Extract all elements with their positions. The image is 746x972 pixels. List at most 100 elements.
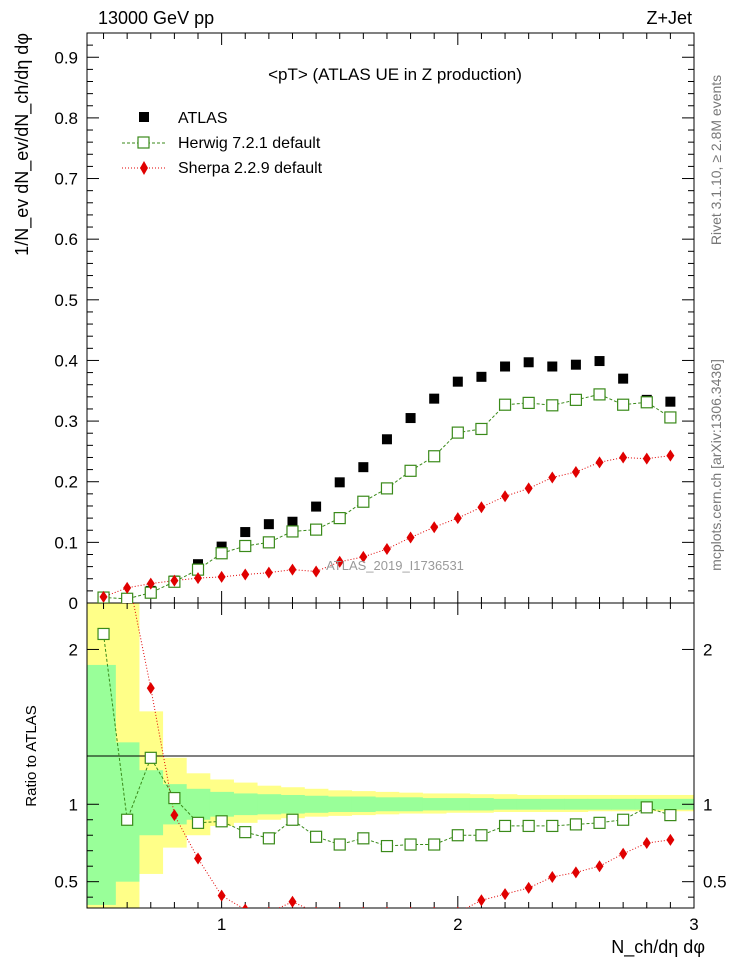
ratio-panel-axes: 1 2 3 0.5 0.5 1 1 2 2 [54,602,727,934]
herwig-marker [262,832,275,845]
main-series [97,356,677,603]
sherpa-marker [406,531,415,544]
legend: ATLAS Herwig 7.2.1 default Sherpa 2.2.9 … [122,110,323,177]
herwig-marker [664,809,677,822]
herwig-marker [617,398,630,411]
herwig-marker [664,411,677,424]
band-inner-bin [280,794,305,814]
legend-label-herwig: Herwig 7.2.1 default [178,135,321,152]
herwig-marker [617,813,630,826]
band-inner-bin [587,798,612,810]
sherpa-marker [619,847,628,860]
band-inner-bin [233,793,258,816]
sherpa-marker [194,852,203,865]
atlas-marker [594,356,605,367]
herwig-marker [357,495,370,508]
sherpa-marker [524,881,533,894]
y-tick-label: 0.1 [54,533,78,552]
herwig-marker [239,826,252,839]
herwig-marker [593,388,606,401]
sherpa-marker [456,906,459,908]
herwig-marker [144,751,157,764]
x-axis-title: N_ch/dη dφ [611,937,705,958]
herwig-marker [215,815,228,828]
herwig-marker [333,838,346,851]
atlas-marker [665,396,676,407]
sherpa-marker [362,906,365,908]
herwig-marker [451,426,464,439]
sherpa-marker [170,809,179,822]
herwig-marker [357,832,370,845]
herwig-marker [380,482,394,495]
herwig-marker [286,525,299,538]
y-tick-label: 0.5 [54,291,78,310]
energy-label: 13000 GeV pp [98,8,214,28]
ratio-series [97,566,677,908]
band-inner-bin [138,770,164,836]
sherpa-marker [501,490,510,503]
sherpa-marker [242,903,249,908]
y-tick-label-right: 2 [703,640,712,659]
y-tick-label: 0.7 [54,170,78,189]
band-inner-bin [540,798,565,810]
sherpa-marker [642,836,651,849]
band-inner-bin [658,798,694,810]
y-tick-label: 0.6 [54,230,78,249]
herwig-marker [404,464,417,477]
herwig-marker [404,838,417,851]
y-tick-label-right: 0.5 [703,873,727,892]
y-tick-label: 0.4 [54,351,78,370]
sherpa-marker [386,906,388,908]
y-tick-label: 0.2 [54,473,78,492]
watermark: ATLAS_2019_I1736531 [326,558,464,573]
band-inner-bin [351,796,376,813]
atlas-marker [476,371,487,382]
y-axis-title-ratio: Ratio to ATLAS [23,705,40,806]
herwig-marker [498,819,512,833]
y-tick-label: 1 [69,795,78,814]
sherpa-marker [123,566,131,578]
herwig-marker [475,422,488,436]
sherpa-marker [524,482,533,495]
atlas-marker [240,527,251,538]
band-inner-bin [115,742,140,882]
x-tick-label: 1 [217,915,226,934]
sherpa-marker [477,894,486,907]
main-panel-axes: 0 0.1 0.2 0.3 0.4 0.5 0.6 0.7 0.8 0.9 [54,32,695,613]
sherpa-marker [433,906,436,908]
herwig-marker [593,816,606,829]
sherpa-marker [217,570,226,583]
sherpa-marker [666,833,675,846]
sherpa-marker [571,466,580,479]
herwig-marker [428,450,441,463]
sherpa-marker [194,572,203,585]
sherpa-marker [123,581,132,594]
herwig-marker [546,819,559,833]
atlas-marker [452,376,463,387]
sherpa-marker [430,521,439,534]
herwig-marker [239,539,252,553]
band-inner-bin [446,798,471,811]
band-inner-bin [422,798,447,811]
band-inner-bin [209,791,234,817]
sherpa-marker [288,895,297,908]
band-inner-bin [398,797,423,812]
band-inner-bin [87,664,116,905]
legend-marker-herwig [137,136,150,149]
side-label-mcplots: mcplots.cern.ch [arXiv:1306.3436] [708,359,724,571]
atlas-marker [523,357,534,368]
sherpa-marker [264,566,273,579]
sherpa-marker [146,682,155,695]
atlas-marker [618,373,629,384]
atlas-marker [547,361,558,372]
sherpa-marker [99,590,108,603]
herwig-marker [640,801,653,814]
sherpa-marker [315,906,318,908]
band-inner-bin [469,798,494,811]
sherpa-marker [170,574,179,587]
sherpa-marker [619,451,628,464]
herwig-marker [215,547,228,560]
sherpa-marker [338,906,341,908]
atlas-marker [381,434,392,445]
band-inner-bin [493,798,518,810]
